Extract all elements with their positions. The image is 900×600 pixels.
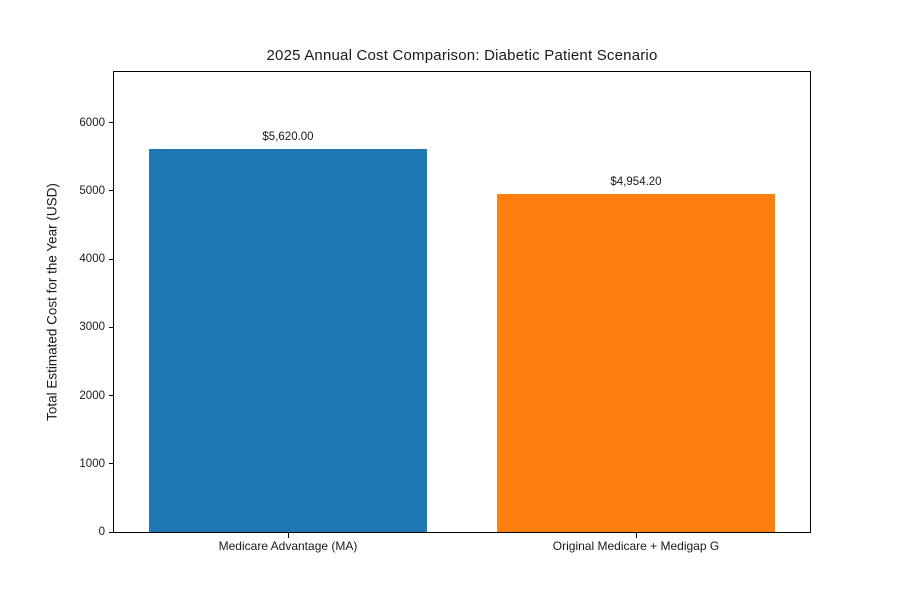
x-tick-mark [287,533,289,538]
y-tick-mark [109,326,114,328]
bar-1 [496,194,776,532]
y-tick-mark [109,463,114,465]
x-tick-label: Original Medicare + Medigap G [552,539,720,553]
y-tick-label: 4000 [79,253,105,266]
y-tick-mark [109,258,114,260]
y-tick-label: 3000 [79,321,105,334]
chart-title: 2025 Annual Cost Comparison: Diabetic Pa… [266,47,658,64]
y-axis-label: Total Estimated Cost for the Year (USD) [44,183,60,421]
y-tick-label: 0 [98,526,105,538]
bar-0 [148,148,428,532]
y-tick-mark [109,190,114,192]
x-tick-mark [635,533,637,538]
y-tick-mark [109,122,114,124]
bar-value-label: $4,954.20 [610,176,662,189]
y-tick-label: 1000 [79,457,105,470]
bar-value-label: $5,620.00 [262,130,314,143]
y-tick-label: 5000 [79,184,105,197]
y-tick-mark [109,395,114,397]
x-tick-label: Medicare Advantage (MA) [218,539,358,553]
y-tick-label: 6000 [79,116,105,129]
y-tick-label: 2000 [79,389,105,402]
y-tick-mark [109,531,114,533]
plot-area: 0 1000 2000 3000 4000 5000 6000 $5,620.00 Medica… [79,71,811,553]
